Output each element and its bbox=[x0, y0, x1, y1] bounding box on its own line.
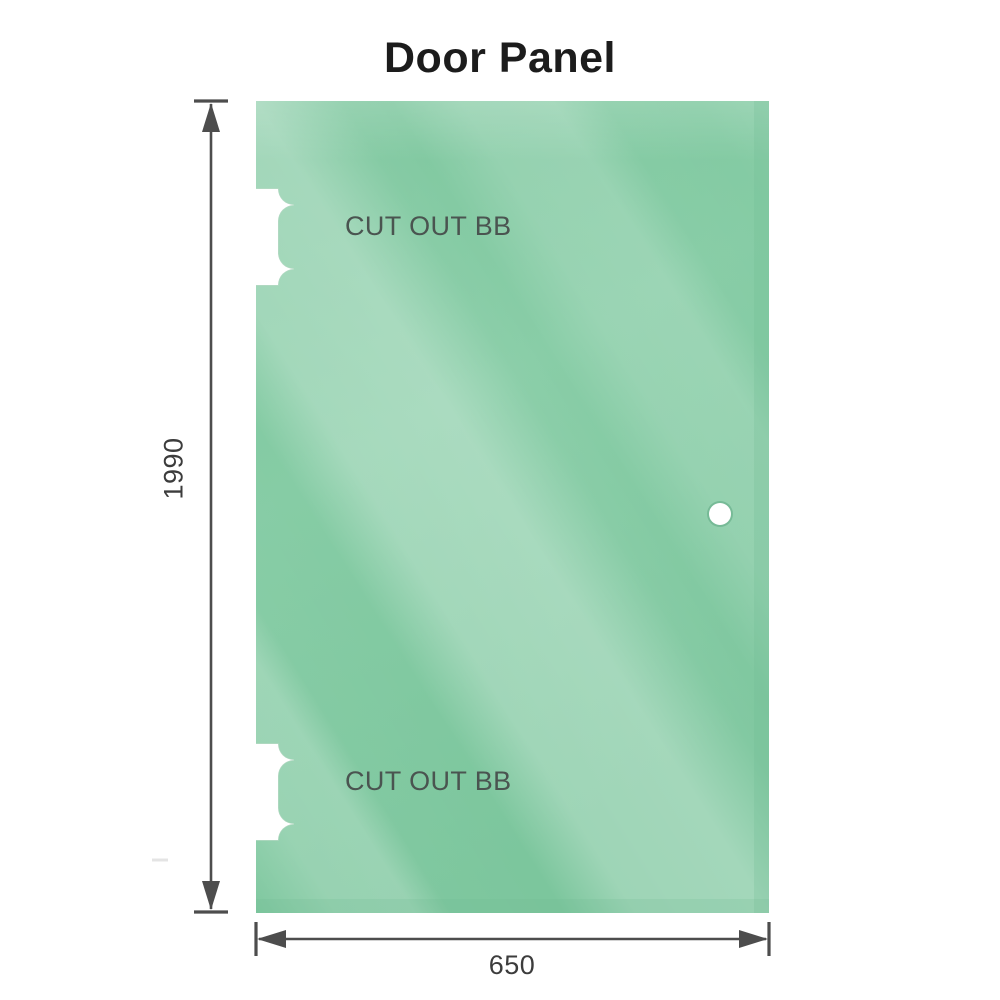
dim-height-arrow-down bbox=[202, 881, 220, 910]
cutout-mask-layer bbox=[256, 189, 294, 840]
cutout-label-bottom: CUT OUT BB bbox=[345, 766, 512, 796]
cutout-label-top: CUT OUT BB bbox=[345, 211, 512, 241]
dim-height-arrow-up bbox=[202, 103, 220, 132]
dim-width-arrow-right bbox=[739, 930, 768, 948]
page-title: Door Panel bbox=[384, 34, 616, 82]
dimension-height-label: 1990 bbox=[158, 437, 189, 500]
panel-body bbox=[256, 101, 769, 913]
dim-width-arrow-left bbox=[257, 930, 286, 948]
dimension-width-label: 650 bbox=[488, 950, 536, 980]
handle-hole bbox=[707, 501, 733, 527]
glass-door-panel bbox=[256, 101, 769, 913]
cutout-bottom-shape bbox=[256, 744, 294, 840]
cutout-top-shape bbox=[256, 189, 294, 285]
glass-panel-graphic bbox=[256, 101, 769, 913]
